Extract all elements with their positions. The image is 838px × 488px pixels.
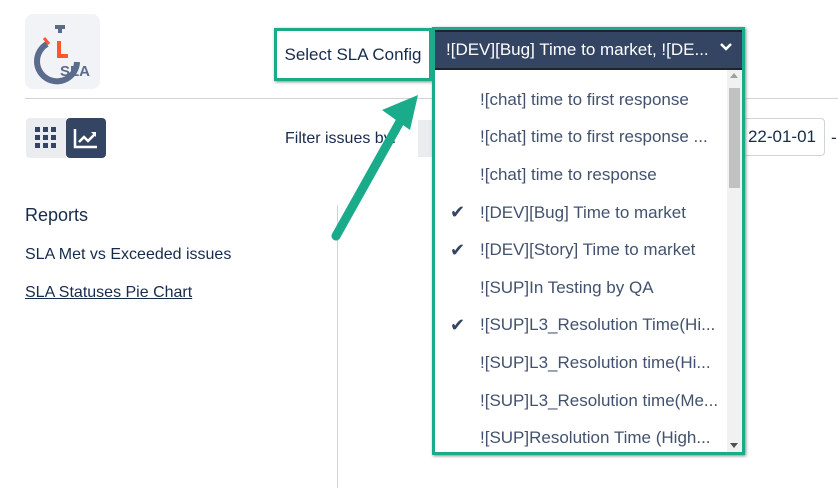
- option-label: ![SUP]In Testing by QA: [480, 277, 654, 297]
- sla-config-dropdown[interactable]: ![DEV][Bug] Time to market, ![DE... ![ch…: [432, 27, 745, 455]
- option-label: ![SUP]L3_Resolution time(Me...: [480, 390, 719, 410]
- select-sla-config-label: Select SLA Config: [274, 28, 432, 81]
- selected-value: ![DEV][Bug] Time to market, ![DE...: [446, 40, 709, 59]
- option-label: ![DEV][Story] Time to market: [480, 240, 696, 260]
- chart-view-button[interactable]: [66, 118, 106, 158]
- option-label: ![chat] time to first response ...: [480, 127, 708, 147]
- scrollbar-thumb[interactable]: [729, 88, 740, 188]
- config-option[interactable]: ✔ ![DEV][Story] Time to market: [435, 231, 727, 269]
- divider: [337, 205, 338, 488]
- reports-heading: Reports: [25, 205, 89, 225]
- scroll-down-icon[interactable]: [730, 443, 738, 448]
- config-option[interactable]: ![chat] time to response: [435, 156, 727, 194]
- chevron-down-icon[interactable]: [720, 39, 732, 55]
- config-option[interactable]: ![SUP]In Testing by QA: [435, 269, 727, 307]
- report-link-pie-chart[interactable]: SLA Statuses Pie Chart: [25, 284, 193, 301]
- option-label: ![SUP]Resolution Time (High...: [480, 428, 711, 448]
- app-logo: SLA: [25, 14, 100, 89]
- config-option[interactable]: ![SUP]L3_Resolution time(Me...: [435, 382, 727, 420]
- date-separator: -: [831, 128, 837, 147]
- option-label: ![DEV][Bug] Time to market: [480, 202, 686, 222]
- config-option[interactable]: ![SUP]Resolution Time (High...: [435, 419, 727, 457]
- option-label: ![chat] time to response: [480, 164, 657, 184]
- config-option[interactable]: ✔ ![SUP]L3_Resolution Time(Hi...: [435, 307, 727, 345]
- trending-up-icon: [73, 129, 97, 149]
- scroll-up-icon[interactable]: [730, 73, 738, 78]
- grid-icon: [35, 127, 56, 148]
- check-icon: ✔: [449, 314, 466, 335]
- scrollbar[interactable]: [727, 70, 742, 452]
- check-icon: ✔: [449, 202, 466, 223]
- option-label: ![SUP]L3_Resolution time(Hi...: [480, 352, 711, 372]
- config-option[interactable]: ![SUP]L3_Resolution time(Hi...: [435, 344, 727, 382]
- divider: [25, 98, 838, 99]
- option-label: ![SUP]L3_Resolution Time(Hi...: [480, 315, 716, 335]
- check-icon: ✔: [449, 239, 466, 260]
- report-link-met-vs-exceeded[interactable]: SLA Met vs Exceeded issues: [25, 246, 232, 263]
- config-option[interactable]: ![chat] time to first response ...: [435, 119, 727, 157]
- date-from-input[interactable]: 22-01-01: [735, 118, 825, 156]
- annotation-arrow-icon: [331, 95, 418, 241]
- config-option[interactable]: ✔ ![DEV][Bug] Time to market: [435, 194, 727, 232]
- option-label: ![chat] time to first response: [480, 89, 689, 109]
- grid-view-button[interactable]: [26, 118, 66, 158]
- logo-text: SLA: [60, 63, 90, 80]
- filter-label: Filter issues by:: [285, 130, 397, 147]
- config-option[interactable]: ![chat] time to first response: [435, 81, 727, 119]
- sla-config-selected[interactable]: ![DEV][Bug] Time to market, ![DE...: [435, 30, 742, 70]
